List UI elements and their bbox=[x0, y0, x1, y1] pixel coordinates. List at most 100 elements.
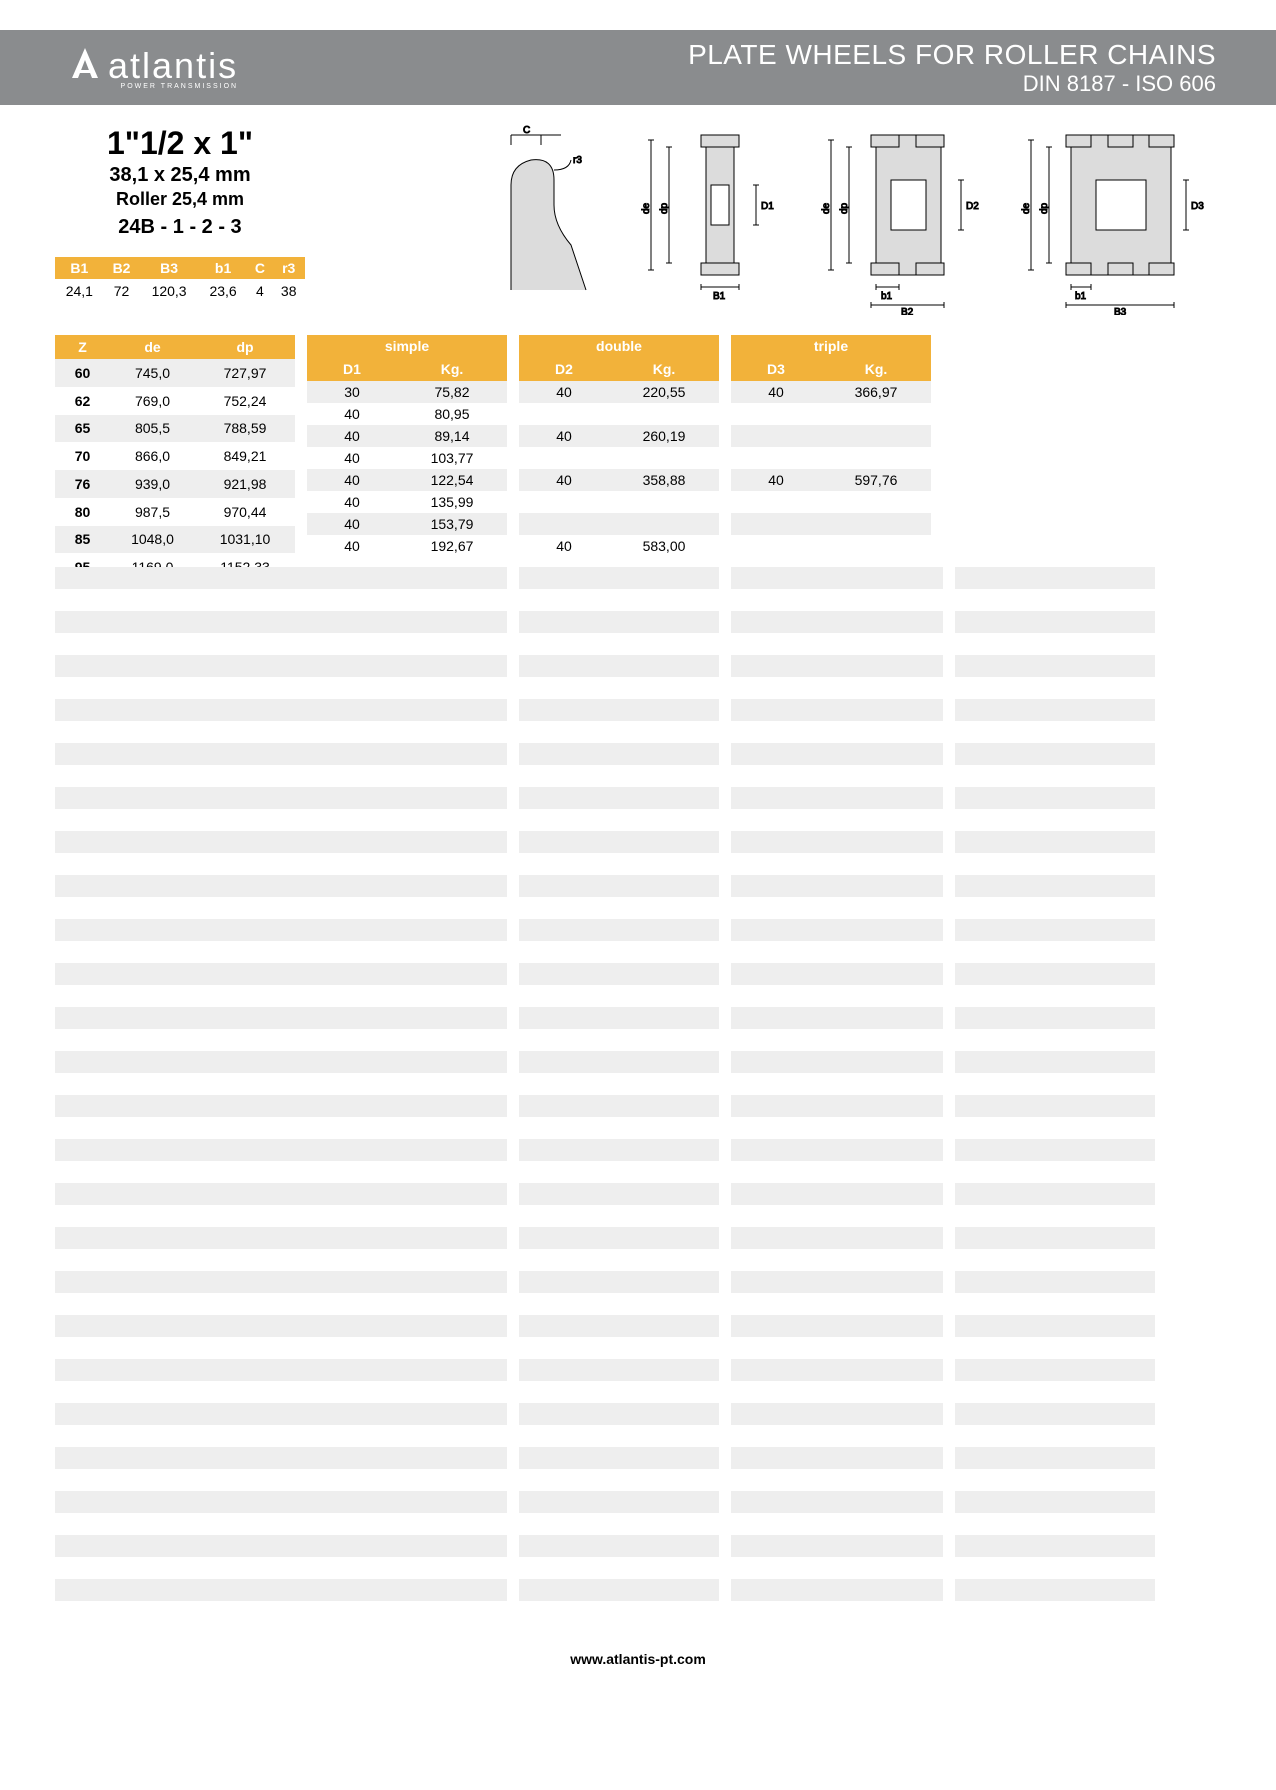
table-row bbox=[519, 513, 719, 535]
table-row: 3075,82 bbox=[307, 381, 507, 403]
table-row: 76939,0921,98 bbox=[55, 470, 295, 498]
svg-text:b1: b1 bbox=[1075, 291, 1087, 302]
mini-th: b1 bbox=[199, 257, 248, 279]
table-row: 65805,5788,59 bbox=[55, 415, 295, 443]
diagram-tooth-profile: C r3 bbox=[491, 125, 611, 315]
table-row: 40135,99 bbox=[307, 491, 507, 513]
empty-row bbox=[55, 1139, 1221, 1161]
table-row: 40366,97 bbox=[731, 381, 931, 403]
table-row bbox=[519, 447, 719, 469]
spec-roller: Roller 25,4 mm bbox=[55, 189, 305, 210]
table-row: 80987,5970,44 bbox=[55, 498, 295, 526]
empty-row bbox=[55, 1403, 1221, 1425]
table-row: 40358,88 bbox=[519, 469, 719, 491]
spec-code: 24B - 1 - 2 - 3 bbox=[55, 216, 305, 239]
table-row: 40583,00 bbox=[519, 535, 719, 557]
empty-row bbox=[55, 1007, 1221, 1029]
table-row: 851048,01031,10 bbox=[55, 526, 295, 554]
empty-rows-area bbox=[55, 567, 1221, 1601]
table-row: 40103,77 bbox=[307, 447, 507, 469]
svg-text:C: C bbox=[523, 125, 530, 136]
empty-row bbox=[55, 787, 1221, 809]
empty-row bbox=[55, 1271, 1221, 1293]
empty-row bbox=[55, 611, 1221, 633]
svg-text:D1: D1 bbox=[761, 201, 774, 212]
table-row bbox=[519, 491, 719, 513]
table-left: Z de dp 60745,0727,9762769,0752,2465805,… bbox=[55, 335, 295, 581]
empty-row bbox=[55, 963, 1221, 985]
svg-text:B3: B3 bbox=[1114, 307, 1127, 315]
empty-row bbox=[55, 567, 1221, 589]
main-tables: Z de dp 60745,0727,9762769,0752,2465805,… bbox=[55, 335, 1221, 557]
empty-row bbox=[55, 1447, 1221, 1469]
empty-row bbox=[55, 1491, 1221, 1513]
svg-text:r3: r3 bbox=[573, 155, 582, 166]
spec-size-mm: 38,1 x 25,4 mm bbox=[55, 164, 305, 187]
empty-row bbox=[55, 1359, 1221, 1381]
svg-text:D3: D3 bbox=[1191, 201, 1204, 212]
logo-mark bbox=[70, 46, 100, 89]
mini-td: 24,1 bbox=[55, 279, 104, 303]
mini-td: 4 bbox=[247, 279, 272, 303]
table-row: 40220,55 bbox=[519, 381, 719, 403]
svg-text:B2: B2 bbox=[901, 307, 914, 315]
page-subtitle: DIN 8187 - ISO 606 bbox=[688, 71, 1216, 97]
logo-text: atlantis bbox=[108, 45, 238, 86]
table-row: 4080,95 bbox=[307, 403, 507, 425]
svg-text:dp: dp bbox=[659, 202, 670, 214]
diagram-triple: de dp D3 b1 B3 bbox=[1021, 125, 1211, 315]
mini-td: 72 bbox=[104, 279, 140, 303]
page-title: PLATE WHEELS FOR ROLLER CHAINS bbox=[688, 39, 1216, 71]
table-triple: triple D3Kg. 40366,9740597,76 bbox=[731, 335, 931, 557]
table-double: double D2Kg. 40220,5540260,1940358,88405… bbox=[519, 335, 719, 557]
mini-th: B1 bbox=[55, 257, 104, 279]
diagram-simple: de dp D1 B1 bbox=[641, 125, 791, 315]
table-row bbox=[731, 513, 931, 535]
mini-th: B3 bbox=[139, 257, 198, 279]
diagrams: C r3 de bbox=[345, 125, 1221, 315]
table-row bbox=[731, 447, 931, 469]
svg-text:B1: B1 bbox=[713, 291, 726, 302]
empty-row bbox=[55, 1579, 1221, 1601]
svg-text:de: de bbox=[641, 202, 652, 214]
svg-text:b1: b1 bbox=[881, 291, 893, 302]
logo-subtext: POWER TRANSMISSION bbox=[108, 83, 238, 90]
mini-th: C bbox=[247, 257, 272, 279]
empty-row bbox=[55, 1183, 1221, 1205]
table-row bbox=[731, 403, 931, 425]
header-titles: PLATE WHEELS FOR ROLLER CHAINS DIN 8187 … bbox=[688, 39, 1216, 97]
spec-size-inch: 1"1/2 x 1" bbox=[55, 125, 305, 162]
empty-row bbox=[55, 919, 1221, 941]
table-row: 62769,0752,24 bbox=[55, 387, 295, 415]
table-row: 70866,0849,21 bbox=[55, 442, 295, 470]
table-row: 40192,67 bbox=[307, 535, 507, 557]
mini-th: B2 bbox=[104, 257, 140, 279]
table-row: 4089,14 bbox=[307, 425, 507, 447]
spec-block: 1"1/2 x 1" 38,1 x 25,4 mm Roller 25,4 mm… bbox=[55, 125, 305, 239]
empty-row bbox=[55, 831, 1221, 853]
svg-text:de: de bbox=[1021, 202, 1032, 214]
table-row bbox=[731, 491, 931, 513]
svg-text:de: de bbox=[821, 202, 832, 214]
mini-dimensions-table: B1B2B3b1Cr3 24,172120,323,6438 bbox=[55, 257, 305, 303]
table-row bbox=[519, 403, 719, 425]
table-row: 40260,19 bbox=[519, 425, 719, 447]
mini-td: 23,6 bbox=[199, 279, 248, 303]
empty-row bbox=[55, 1051, 1221, 1073]
table-row: 40597,76 bbox=[731, 469, 931, 491]
empty-row bbox=[55, 655, 1221, 677]
svg-text:dp: dp bbox=[1039, 202, 1050, 214]
table-row: 40122,54 bbox=[307, 469, 507, 491]
svg-text:D2: D2 bbox=[966, 201, 979, 212]
empty-row bbox=[55, 699, 1221, 721]
empty-row bbox=[55, 1227, 1221, 1249]
table-row bbox=[731, 535, 931, 557]
diagram-double: de dp D2 b1 B2 bbox=[821, 125, 991, 315]
empty-row bbox=[55, 743, 1221, 765]
mini-td: 120,3 bbox=[139, 279, 198, 303]
spec-column: 1"1/2 x 1" 38,1 x 25,4 mm Roller 25,4 mm… bbox=[55, 125, 305, 303]
empty-row bbox=[55, 1315, 1221, 1337]
empty-row bbox=[55, 1535, 1221, 1557]
mini-td: 38 bbox=[272, 279, 305, 303]
header-bar: atlantis POWER TRANSMISSION PLATE WHEELS… bbox=[0, 30, 1276, 105]
